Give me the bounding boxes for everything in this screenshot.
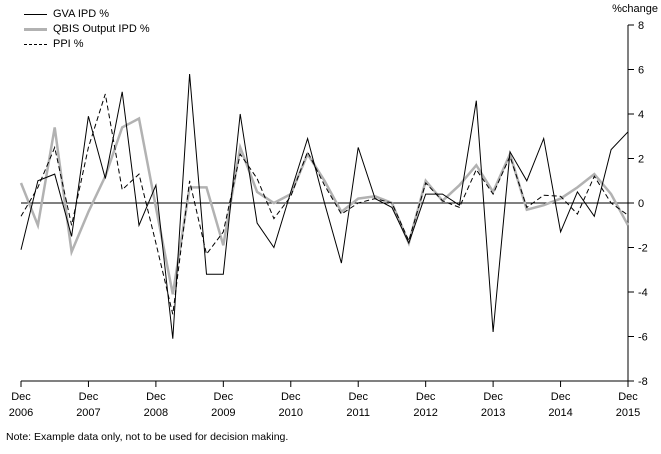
x-tick-label-month: Dec — [618, 391, 638, 403]
series-line-ppi — [20, 93, 629, 315]
x-tick-label-year: 2013 — [481, 407, 505, 419]
x-tick-label-month: Dec — [551, 391, 571, 403]
x-tick-label-year: 2009 — [211, 407, 235, 419]
x-tick-label-month: Dec — [416, 391, 436, 403]
x-tick-label-year: 2008 — [144, 407, 168, 419]
x-tick-label-month: Dec — [348, 391, 368, 403]
y-tick-label: 4 — [638, 109, 644, 121]
y-tick-label: 2 — [638, 154, 644, 166]
y-tick-label: -8 — [638, 376, 648, 388]
x-tick-label-month: Dec — [79, 391, 99, 403]
chart-legend: GVA IPD % QBIS Output IPD % PPI % — [24, 8, 150, 50]
y-tick-label: -6 — [638, 332, 648, 344]
x-tick-label-month: Dec — [483, 391, 503, 403]
series-line-qbis-output-ipd — [19, 116, 630, 295]
series-line-gva-ipd — [20, 73, 629, 339]
legend-item-gva: GVA IPD % — [24, 8, 150, 20]
x-tick-label-year: 2007 — [76, 407, 100, 419]
qbis-line-swatch-icon — [24, 27, 47, 31]
x-tick-label-month: Dec — [146, 391, 166, 403]
legend-item-ppi: PPI % — [24, 38, 150, 50]
gva-line-swatch-icon — [24, 13, 47, 15]
y-tick-label: 6 — [638, 65, 644, 77]
x-tick-label-year: 2014 — [548, 407, 572, 419]
y-tick-label: -4 — [638, 287, 648, 299]
x-tick-label-month: Dec — [214, 391, 234, 403]
ppi-line-swatch-icon — [24, 43, 47, 45]
footnote: Note: Example data only, not to be used … — [6, 431, 289, 443]
y-tick-label: 8 — [638, 20, 644, 32]
x-tick-label-year: 2012 — [413, 407, 437, 419]
y-tick-label: 0 — [638, 198, 644, 210]
x-tick-label-year: 2015 — [616, 407, 640, 419]
x-tick-label-month: Dec — [281, 391, 301, 403]
y-tick-label: -2 — [638, 243, 648, 255]
x-tick-label-year: 2006 — [9, 407, 33, 419]
x-tick-label-year: 2011 — [346, 407, 370, 419]
legend-label-qbis: QBIS Output IPD % — [53, 23, 150, 35]
legend-item-qbis: QBIS Output IPD % — [24, 23, 150, 35]
y-axis-unit-label: %change — [612, 3, 658, 15]
x-tick-label-month: Dec — [11, 391, 31, 403]
legend-label-gva: GVA IPD % — [53, 8, 110, 20]
x-tick-label-year: 2010 — [279, 407, 303, 419]
legend-label-ppi: PPI % — [53, 38, 84, 50]
